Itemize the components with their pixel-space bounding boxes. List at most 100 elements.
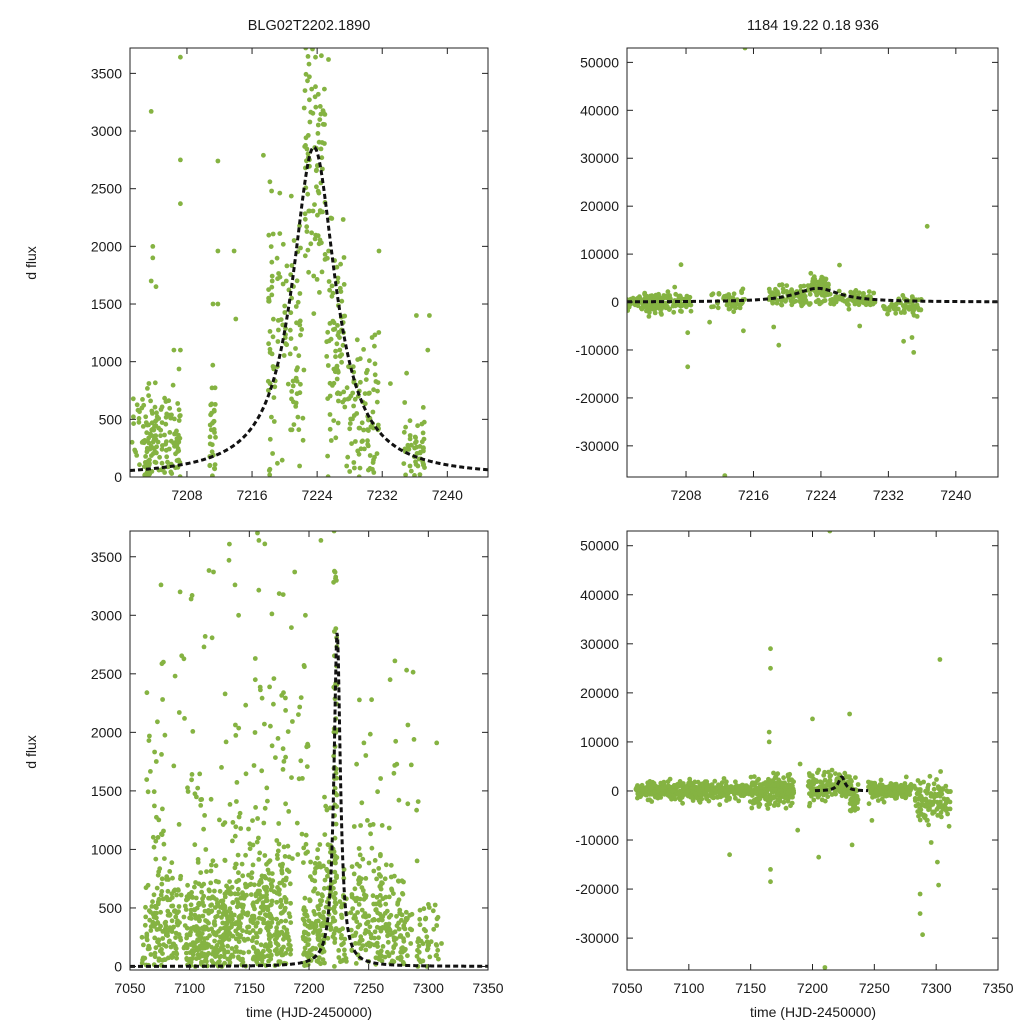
- data-point: [935, 813, 941, 818]
- data-point: [271, 701, 276, 707]
- data-point: [178, 347, 183, 353]
- data-point: [257, 888, 262, 894]
- data-point: [269, 933, 275, 939]
- data-point: [274, 852, 280, 858]
- y-tick-label: 3000: [91, 123, 122, 139]
- data-point: [663, 295, 669, 301]
- data-point: [717, 802, 723, 808]
- data-point: [232, 949, 238, 954]
- data-point: [178, 937, 184, 943]
- data-point: [251, 954, 257, 960]
- data-point: [277, 274, 283, 280]
- data-point: [189, 772, 195, 777]
- data-point: [267, 940, 273, 946]
- data-point: [414, 313, 419, 318]
- data-point: [293, 375, 299, 381]
- data-point: [192, 842, 198, 848]
- data-point: [256, 835, 261, 841]
- data-point: [416, 943, 422, 949]
- data-point: [309, 921, 315, 927]
- data-point: [208, 880, 214, 886]
- data-point: [307, 208, 312, 214]
- data-point: [307, 119, 313, 125]
- data-point: [238, 949, 244, 955]
- data-point: [283, 754, 288, 760]
- data-point: [917, 817, 923, 823]
- data-point: [211, 895, 217, 901]
- data-point: [739, 290, 745, 296]
- data-point: [275, 736, 281, 741]
- data-point: [308, 241, 314, 247]
- data-point: [354, 337, 360, 343]
- data-point: [181, 914, 187, 920]
- data-point: [407, 436, 413, 442]
- data-point: [771, 770, 776, 776]
- data-point: [213, 434, 218, 440]
- data-point: [226, 557, 232, 563]
- data-point: [167, 430, 173, 435]
- data-point: [296, 712, 301, 717]
- data-point: [333, 354, 338, 360]
- data-point: [677, 797, 683, 803]
- data-point: [284, 263, 290, 269]
- data-point: [152, 404, 158, 410]
- data-point: [272, 948, 278, 953]
- data-point: [918, 307, 924, 313]
- data-point: [171, 347, 177, 353]
- data-point: [837, 262, 842, 268]
- data-point: [143, 904, 148, 910]
- data-point: [403, 909, 409, 915]
- data-point: [366, 929, 371, 935]
- data-point: [210, 362, 216, 368]
- data-point: [407, 433, 413, 438]
- data-point: [269, 278, 275, 284]
- data-point: [322, 794, 327, 800]
- data-point: [383, 862, 389, 868]
- data-point: [230, 820, 236, 825]
- data-point: [311, 888, 316, 894]
- data-point: [374, 894, 380, 900]
- data-point: [295, 414, 301, 420]
- data-point: [201, 826, 207, 832]
- data-point: [341, 255, 347, 260]
- data-point: [727, 294, 733, 300]
- data-point: [302, 211, 308, 217]
- data-point: [269, 259, 275, 265]
- data-point: [720, 785, 726, 791]
- data-point: [816, 767, 822, 773]
- data-point: [279, 902, 285, 908]
- data-point: [240, 873, 246, 879]
- data-point: [389, 887, 395, 893]
- data-point: [209, 862, 214, 868]
- data-point: [222, 820, 228, 825]
- data-point: [331, 531, 337, 534]
- data-point: [268, 887, 274, 893]
- data-point: [726, 306, 732, 312]
- data-point: [160, 896, 166, 902]
- data-point: [275, 848, 281, 854]
- data-point: [367, 358, 372, 364]
- xlabel-right: time (HJD-2450000): [750, 1004, 876, 1020]
- data-point: [724, 779, 729, 785]
- data-point: [386, 894, 392, 900]
- data-point: [334, 376, 340, 382]
- data-point: [893, 310, 899, 316]
- data-point: [308, 859, 313, 865]
- data-point: [212, 402, 218, 407]
- data-point: [239, 861, 245, 867]
- data-point: [224, 883, 229, 889]
- data-point: [781, 775, 786, 781]
- data-point: [176, 932, 182, 937]
- data-point: [153, 945, 159, 951]
- data-point: [356, 451, 362, 457]
- data-point: [163, 923, 169, 929]
- data-point: [774, 289, 780, 295]
- data-point: [225, 956, 231, 962]
- data-point: [321, 949, 327, 954]
- data-point: [260, 894, 266, 899]
- data-point: [892, 304, 897, 310]
- data-point: [417, 907, 423, 913]
- data-point: [209, 449, 215, 455]
- data-point: [176, 457, 182, 463]
- data-point: [200, 913, 206, 919]
